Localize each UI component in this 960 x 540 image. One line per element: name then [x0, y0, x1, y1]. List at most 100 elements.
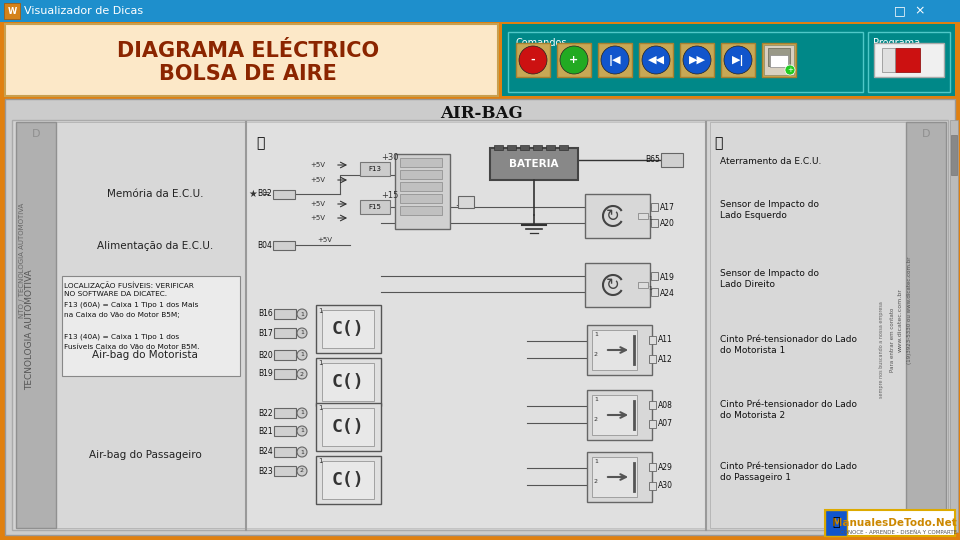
Circle shape	[519, 46, 547, 74]
Circle shape	[724, 46, 752, 74]
Text: A17: A17	[660, 204, 675, 213]
Text: Para entrar em contato: Para entrar em contato	[890, 308, 895, 372]
Text: 1: 1	[594, 332, 598, 337]
Text: 1: 1	[318, 405, 323, 411]
Bar	[638, 213, 648, 219]
Text: DIAGRAMA ELÉCTRICO: DIAGRAMA ELÉCTRICO	[117, 41, 379, 61]
Text: +15: +15	[455, 200, 471, 210]
Text: 🔧: 🔧	[255, 136, 264, 150]
Bar	[400, 182, 442, 191]
Circle shape	[642, 46, 670, 74]
Circle shape	[297, 328, 307, 338]
Text: A29: A29	[658, 462, 673, 471]
Text: -: -	[531, 55, 536, 65]
Bar	[559, 145, 568, 150]
Text: 1: 1	[318, 458, 323, 464]
Bar	[585, 194, 650, 238]
Text: +30: +30	[381, 153, 398, 163]
Bar	[587, 452, 652, 502]
Bar	[680, 43, 714, 77]
Bar	[557, 43, 591, 77]
Text: W: W	[8, 6, 16, 16]
Bar	[649, 336, 656, 344]
Text: A20: A20	[660, 219, 675, 228]
Text: C(): C()	[332, 418, 364, 436]
Text: ▶|: ▶|	[732, 55, 744, 65]
Bar	[950, 120, 958, 532]
Text: 1: 1	[300, 330, 304, 335]
Bar	[5, 24, 498, 96]
Bar	[592, 395, 637, 435]
Text: ★: ★	[249, 189, 257, 199]
Bar	[868, 32, 950, 92]
Circle shape	[297, 350, 307, 360]
Bar	[587, 325, 652, 375]
Text: 2: 2	[300, 469, 304, 474]
Bar	[274, 328, 296, 338]
Bar	[360, 162, 390, 176]
Circle shape	[297, 466, 307, 476]
Text: www.dicatec.com.br: www.dicatec.com.br	[898, 288, 902, 352]
Text: +5V: +5V	[310, 201, 325, 207]
Bar	[906, 122, 946, 528]
Bar	[649, 355, 656, 363]
Text: ×: ×	[915, 4, 925, 17]
Bar	[770, 55, 788, 67]
Bar	[274, 408, 296, 418]
Text: 2: 2	[594, 479, 598, 484]
Text: TECNOLOGIA AUTOMOTIVA: TECNOLOGIA AUTOMOTIVA	[26, 269, 35, 390]
Bar	[316, 358, 381, 406]
Text: D: D	[922, 129, 930, 139]
Text: +5V: +5V	[310, 215, 325, 221]
Text: 2: 2	[594, 417, 598, 422]
Bar	[316, 305, 381, 353]
Text: 1: 1	[648, 217, 652, 221]
Text: ↻: ↻	[606, 207, 620, 225]
Bar	[274, 369, 296, 379]
Text: □: □	[894, 4, 906, 17]
Text: +: +	[787, 67, 793, 73]
Bar	[322, 363, 374, 401]
Text: A19: A19	[660, 273, 675, 281]
Bar	[661, 153, 683, 167]
Bar	[322, 408, 374, 446]
Bar	[516, 43, 550, 77]
Text: C(): C()	[332, 471, 364, 489]
Text: 1: 1	[300, 429, 304, 434]
Text: D: D	[32, 129, 40, 139]
Bar	[12, 120, 948, 530]
Text: B22: B22	[258, 408, 273, 417]
Bar	[639, 43, 673, 77]
Text: B23: B23	[258, 467, 273, 476]
Bar	[16, 122, 56, 528]
Text: +15: +15	[381, 192, 398, 200]
Text: +: +	[569, 55, 579, 65]
Bar	[458, 196, 474, 208]
Text: LOCALIZAÇÃO FUSÍVEIS: VERIFICAR: LOCALIZAÇÃO FUSÍVEIS: VERIFICAR	[64, 281, 194, 289]
Bar	[274, 309, 296, 319]
Text: 1: 1	[300, 353, 304, 357]
Bar	[400, 158, 442, 167]
Text: B04: B04	[257, 240, 272, 249]
Text: Sensor de Impacto do
Lado Esquerdo: Sensor de Impacto do Lado Esquerdo	[720, 200, 819, 220]
Text: Sensor de Impacto do
Lado Direito: Sensor de Impacto do Lado Direito	[720, 268, 819, 289]
Bar	[316, 456, 381, 504]
Text: (19)3923-5330 ou www.dicatec.com.br: (19)3923-5330 ou www.dicatec.com.br	[907, 256, 913, 364]
Text: +5V: +5V	[310, 162, 325, 168]
Text: 🌐: 🌐	[832, 516, 840, 530]
Text: A08: A08	[658, 401, 673, 409]
Text: B20: B20	[258, 350, 273, 360]
Text: CONOCE - APRENDE - DISEÑA Y COMPARTE: CONOCE - APRENDE - DISEÑA Y COMPARTE	[840, 530, 957, 535]
Text: 1: 1	[300, 410, 304, 415]
Bar	[710, 122, 906, 528]
Text: C(): C()	[332, 373, 364, 391]
Text: Memória da E.C.U.: Memória da E.C.U.	[107, 189, 204, 199]
Text: Comandos: Comandos	[515, 38, 566, 48]
Bar	[951, 135, 957, 175]
Circle shape	[601, 46, 629, 74]
Bar	[651, 288, 658, 296]
Text: Programa: Programa	[873, 38, 920, 48]
Circle shape	[297, 408, 307, 418]
Text: A12: A12	[658, 354, 673, 363]
Text: B65: B65	[645, 156, 660, 165]
